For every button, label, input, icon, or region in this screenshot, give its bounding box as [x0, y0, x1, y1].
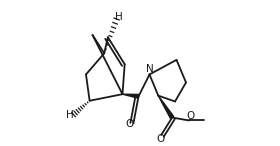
Text: N: N — [146, 64, 153, 74]
Polygon shape — [158, 96, 174, 119]
Text: H: H — [66, 110, 73, 120]
Text: O: O — [186, 111, 195, 121]
Text: O: O — [156, 134, 165, 144]
Text: H: H — [115, 12, 122, 22]
Text: O: O — [125, 119, 133, 129]
Polygon shape — [122, 94, 139, 98]
